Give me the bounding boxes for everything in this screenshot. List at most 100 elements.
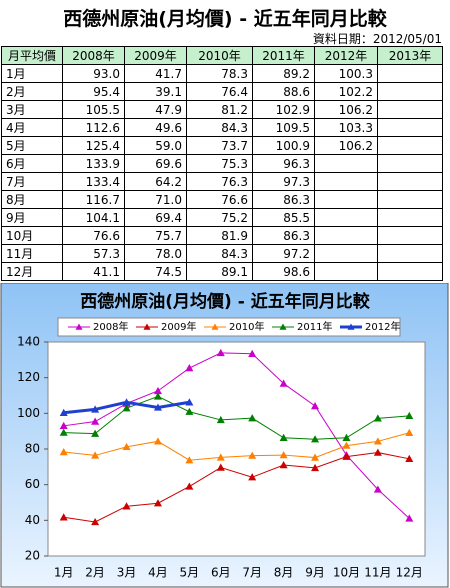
table-cell [377,262,443,281]
marker [153,392,162,400]
legend-marker [143,323,151,330]
table-cell: 78.3 [186,64,253,83]
column-header: 2013年 [377,46,443,65]
table-cell: 76.4 [186,82,253,101]
table-cell [377,172,443,191]
x-tick-label: 7月 [242,566,262,580]
table-cell [377,190,443,209]
table-cell [377,208,443,227]
marker [405,428,414,436]
table-row: 7月 133.4 64.2 76.3 97.3 [1,172,443,191]
marker [216,463,225,471]
marker [59,408,68,416]
table-cell: 49.6 [124,118,187,137]
table-cell: 75.2 [186,208,253,227]
table-cell: 75.7 [124,226,187,245]
legend-label: 2011年 [297,320,332,333]
x-tick-label: 2月 [85,566,105,580]
table-cell: 85.5 [252,208,315,227]
table-cell: 74.5 [124,262,187,281]
table-cell: 133.9 [62,154,125,173]
table-cell: 103.3 [314,118,378,137]
table-cell: 100.3 [314,64,378,83]
marker [373,485,382,493]
x-tick-label: 8月 [274,566,294,580]
marker [216,415,225,424]
marker [373,414,382,422]
marker [91,517,100,526]
table-cell [314,262,378,281]
table-cell [314,172,378,191]
table-row: 6月 133.9 69.6 75.3 96.3 [1,154,443,173]
marker [59,428,68,436]
table-cell: 116.7 [62,190,125,209]
table-cell: 47.9 [124,100,187,119]
table-cell: 59.0 [124,136,187,155]
marker [405,514,414,522]
plot-area [47,341,426,557]
marker [311,435,320,443]
table-row: 4月 112.6 49.6 84.3 109.5 103.3 [1,118,443,137]
table-cell: 86.3 [252,190,315,209]
y-tick-label: 120 [17,370,40,384]
table-row: 2月 95.4 39.1 76.4 88.6 102.2 [1,82,443,101]
x-tick-label: 9月 [305,566,325,580]
table-cell: 39.1 [124,82,187,101]
marker [405,411,414,420]
table-cell: 11月 [1,244,63,263]
table-cell: 3月 [1,100,63,119]
series-line [63,432,410,461]
x-tick-label: 12月 [396,566,423,580]
marker [248,414,257,422]
table-cell: 64.2 [124,172,187,191]
table-cell: 95.4 [62,82,125,101]
marker [279,433,288,441]
marker [153,403,162,411]
y-tick-label: 80 [25,442,40,456]
legend-marker [211,323,219,330]
marker [122,398,131,406]
x-tick-label: 5月 [180,566,200,580]
table-cell: 76.6 [62,226,125,245]
table-row: 8月 116.7 71.0 76.6 86.3 [1,190,443,209]
marker [59,448,68,456]
marker [122,404,131,412]
x-tick-label: 6月 [211,566,231,580]
marker [122,442,131,451]
chart-title: 西德州原油(月均價) - 近五年同月比較 [80,291,370,312]
table-cell: 102.9 [252,100,315,119]
table-cell: 2月 [1,82,63,101]
series-line [63,452,410,523]
legend-marker [279,323,287,330]
marker [279,451,288,459]
table-row: 3月 105.5 47.9 81.2 102.9 106.2 [1,100,443,119]
marker [248,473,257,481]
x-tick-label: 4月 [148,566,168,580]
table-cell [314,226,378,245]
table-cell [377,136,443,155]
table-cell: 76.6 [186,190,253,209]
y-tick-label: 40 [25,513,40,527]
date: 資料日期：2012/05/01 [312,32,442,46]
table-row: 9月 104.1 69.4 75.2 85.5 [1,208,443,227]
marker [153,437,162,445]
table-cell: 97.3 [252,172,315,191]
table-cell: 133.4 [62,172,125,191]
legend-marker [75,323,83,330]
marker [279,379,288,387]
table-cell: 8月 [1,190,63,209]
table-cell: 98.6 [252,262,315,281]
table-cell [377,154,443,173]
table-cell: 1月 [1,64,63,83]
table-cell: 125.4 [62,136,125,155]
legend-box [57,317,401,337]
table-cell [314,244,378,263]
table-cell: 105.5 [62,100,125,119]
column-header: 月平均價 [1,46,63,65]
marker [373,448,382,456]
table-cell: 7月 [1,172,63,191]
marker [153,499,162,507]
marker [373,437,382,445]
table-cell [377,118,443,137]
